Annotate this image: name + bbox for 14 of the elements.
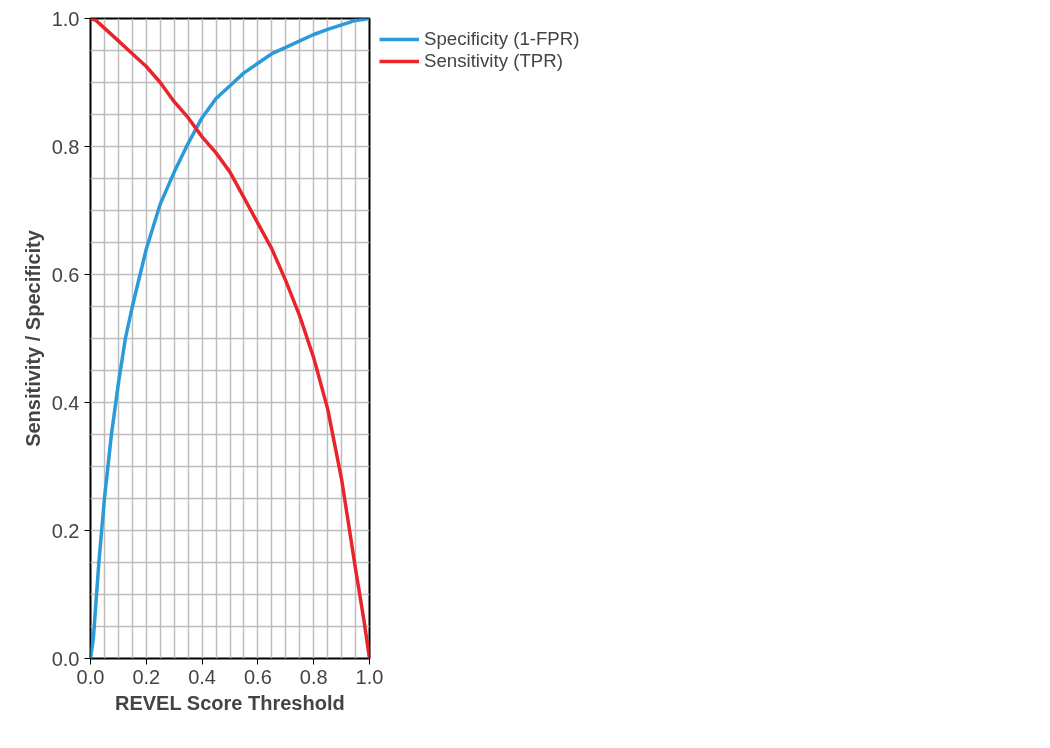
x-tick-label: 0.6 [244,665,272,688]
y-axis-title: Sensitivity / Specificity [21,229,44,447]
y-tick-label: 1.0 [51,7,80,30]
y-tick-label: 0.6 [51,263,80,286]
x-axis-title: REVEL Score Threshold [114,691,345,714]
legend-label: Sensitivity (TPR) [424,50,563,72]
y-tick-label: 0.8 [51,135,80,158]
legend-label: Specificity (1-FPR) [424,28,580,50]
x-tick-label: 0.4 [188,665,217,688]
x-tick-label: 0.2 [132,665,161,688]
y-tick-label: 0.2 [51,519,80,542]
y-tick-label: 0.4 [51,391,80,414]
x-tick-label: 1.0 [355,665,384,688]
x-tick-label: 0.8 [299,665,328,688]
